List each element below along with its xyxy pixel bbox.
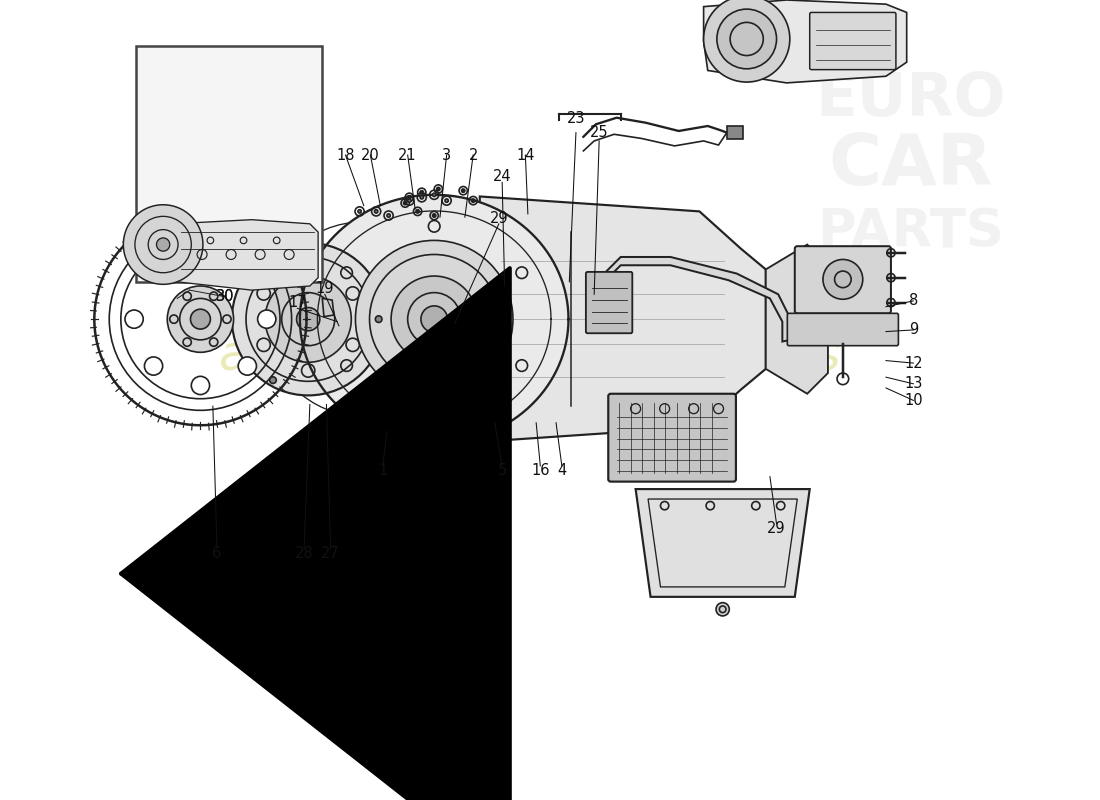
FancyBboxPatch shape bbox=[586, 272, 632, 334]
Bar bbox=[135, 46, 322, 282]
Circle shape bbox=[265, 276, 351, 362]
Circle shape bbox=[232, 243, 385, 395]
Text: 18: 18 bbox=[337, 147, 354, 162]
Text: 25: 25 bbox=[590, 125, 608, 140]
Circle shape bbox=[123, 205, 202, 284]
Text: 17: 17 bbox=[288, 295, 307, 310]
Polygon shape bbox=[300, 195, 569, 443]
Circle shape bbox=[404, 202, 407, 205]
Text: 14: 14 bbox=[516, 147, 535, 162]
Text: 20: 20 bbox=[361, 147, 379, 162]
Circle shape bbox=[239, 357, 256, 375]
Circle shape bbox=[416, 210, 419, 213]
Circle shape bbox=[144, 357, 163, 375]
Text: EURO: EURO bbox=[815, 70, 1006, 129]
Circle shape bbox=[432, 214, 436, 217]
Circle shape bbox=[191, 376, 209, 394]
Circle shape bbox=[392, 276, 477, 362]
Text: 23: 23 bbox=[566, 111, 585, 126]
Text: 12: 12 bbox=[904, 355, 923, 370]
Circle shape bbox=[472, 199, 475, 202]
Text: CAR: CAR bbox=[828, 131, 993, 200]
Polygon shape bbox=[480, 197, 766, 442]
Text: 2: 2 bbox=[469, 147, 477, 162]
Text: 24: 24 bbox=[493, 169, 512, 184]
Circle shape bbox=[462, 189, 465, 192]
Circle shape bbox=[717, 9, 777, 69]
FancyBboxPatch shape bbox=[795, 246, 891, 314]
Polygon shape bbox=[636, 489, 810, 597]
Text: 13: 13 bbox=[904, 376, 923, 391]
Circle shape bbox=[156, 238, 169, 251]
Text: 1: 1 bbox=[378, 463, 387, 478]
Circle shape bbox=[167, 286, 233, 352]
Text: 8: 8 bbox=[909, 294, 917, 309]
Circle shape bbox=[270, 255, 276, 262]
Text: PARTS: PARTS bbox=[817, 206, 1004, 258]
Circle shape bbox=[704, 0, 790, 82]
Text: 27: 27 bbox=[321, 546, 340, 562]
Circle shape bbox=[374, 210, 377, 213]
Bar bbox=[727, 126, 744, 139]
Text: 21: 21 bbox=[398, 147, 417, 162]
Polygon shape bbox=[704, 0, 906, 83]
Circle shape bbox=[716, 602, 729, 616]
Text: 29: 29 bbox=[767, 522, 785, 536]
Circle shape bbox=[257, 310, 276, 328]
FancyBboxPatch shape bbox=[788, 314, 899, 346]
Circle shape bbox=[239, 263, 256, 282]
Text: 29: 29 bbox=[490, 210, 508, 226]
Circle shape bbox=[191, 244, 209, 262]
Circle shape bbox=[387, 214, 390, 217]
Text: 5: 5 bbox=[497, 463, 507, 478]
Circle shape bbox=[270, 377, 276, 383]
Text: a passion for spare parts: a passion for spare parts bbox=[219, 333, 840, 381]
Polygon shape bbox=[766, 245, 828, 394]
Text: 10: 10 bbox=[904, 393, 923, 408]
Circle shape bbox=[190, 309, 210, 329]
Polygon shape bbox=[604, 257, 791, 342]
Polygon shape bbox=[322, 298, 334, 317]
Circle shape bbox=[446, 199, 449, 202]
Text: 28: 28 bbox=[295, 546, 313, 562]
Circle shape bbox=[432, 193, 436, 197]
Circle shape bbox=[375, 316, 382, 322]
FancyBboxPatch shape bbox=[810, 13, 895, 70]
Circle shape bbox=[408, 196, 411, 199]
Circle shape bbox=[358, 210, 361, 213]
Circle shape bbox=[823, 259, 862, 299]
Text: 30: 30 bbox=[216, 290, 234, 304]
Circle shape bbox=[421, 306, 448, 333]
Text: 6: 6 bbox=[212, 546, 221, 562]
Text: 30: 30 bbox=[216, 290, 234, 304]
Circle shape bbox=[437, 187, 440, 190]
Circle shape bbox=[144, 263, 163, 282]
Polygon shape bbox=[173, 220, 318, 290]
Circle shape bbox=[420, 190, 424, 194]
Text: 9: 9 bbox=[909, 322, 917, 338]
Text: 3: 3 bbox=[442, 147, 451, 162]
Circle shape bbox=[408, 199, 411, 202]
Circle shape bbox=[125, 310, 143, 328]
Circle shape bbox=[420, 196, 424, 199]
FancyBboxPatch shape bbox=[608, 394, 736, 482]
Text: 4: 4 bbox=[558, 463, 566, 478]
Text: 16: 16 bbox=[531, 463, 550, 478]
Text: 19: 19 bbox=[316, 281, 334, 296]
Circle shape bbox=[355, 240, 513, 398]
Circle shape bbox=[297, 307, 320, 330]
